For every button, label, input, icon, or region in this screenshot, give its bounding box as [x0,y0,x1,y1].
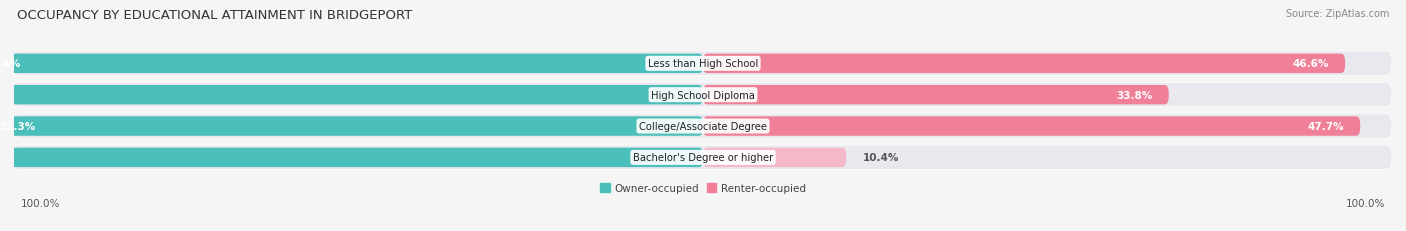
FancyBboxPatch shape [703,117,1360,136]
Text: Source: ZipAtlas.com: Source: ZipAtlas.com [1285,9,1389,19]
FancyBboxPatch shape [14,114,1392,139]
Text: Bachelor's Degree or higher: Bachelor's Degree or higher [633,153,773,163]
Text: 100.0%: 100.0% [1346,198,1385,208]
FancyBboxPatch shape [0,54,703,74]
Legend: Owner-occupied, Renter-occupied: Owner-occupied, Renter-occupied [596,179,810,197]
FancyBboxPatch shape [0,117,703,136]
Text: 46.6%: 46.6% [1292,59,1329,69]
FancyBboxPatch shape [0,86,703,105]
FancyBboxPatch shape [0,148,703,167]
FancyBboxPatch shape [14,83,1392,107]
Text: 47.7%: 47.7% [1308,122,1344,131]
FancyBboxPatch shape [14,146,1392,170]
FancyBboxPatch shape [14,52,1392,76]
Text: Less than High School: Less than High School [648,59,758,69]
Text: High School Diploma: High School Diploma [651,90,755,100]
Text: 100.0%: 100.0% [21,198,60,208]
FancyBboxPatch shape [703,54,1346,74]
Text: 33.8%: 33.8% [1116,90,1152,100]
Text: College/Associate Degree: College/Associate Degree [638,122,768,131]
Text: OCCUPANCY BY EDUCATIONAL ATTAINMENT IN BRIDGEPORT: OCCUPANCY BY EDUCATIONAL ATTAINMENT IN B… [17,9,412,22]
Text: 52.3%: 52.3% [0,122,35,131]
FancyBboxPatch shape [703,148,846,167]
FancyBboxPatch shape [703,86,1168,105]
Text: 53.4%: 53.4% [0,59,20,69]
Text: 10.4%: 10.4% [863,153,900,163]
